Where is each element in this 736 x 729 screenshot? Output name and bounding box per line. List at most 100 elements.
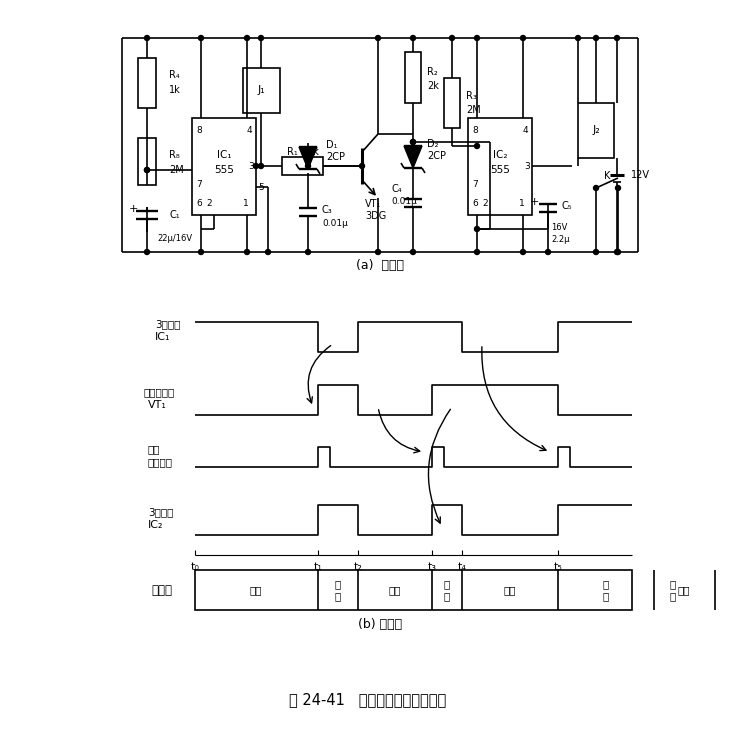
Circle shape xyxy=(475,144,479,149)
Text: 12V: 12V xyxy=(631,170,650,180)
Circle shape xyxy=(520,36,526,41)
Text: 1: 1 xyxy=(243,198,249,208)
Circle shape xyxy=(266,249,271,254)
Circle shape xyxy=(615,185,620,190)
Circle shape xyxy=(411,139,416,144)
Text: 触发脉冲: 触发脉冲 xyxy=(148,457,173,467)
Circle shape xyxy=(520,249,526,254)
Text: 集电极波形: 集电极波形 xyxy=(143,387,174,397)
Text: IC₁: IC₁ xyxy=(216,150,231,160)
Circle shape xyxy=(615,249,620,254)
Bar xyxy=(138,58,156,108)
Text: 3DG: 3DG xyxy=(365,211,386,221)
Text: K: K xyxy=(604,171,610,181)
Circle shape xyxy=(199,249,203,254)
Text: 停
止: 停 止 xyxy=(670,580,676,601)
Text: 22μ/16V: 22μ/16V xyxy=(157,233,192,243)
Circle shape xyxy=(144,36,149,41)
Polygon shape xyxy=(404,146,422,168)
Text: 1k: 1k xyxy=(169,85,181,95)
Circle shape xyxy=(258,163,263,168)
Bar xyxy=(243,68,280,113)
Text: 反转: 反转 xyxy=(389,585,401,595)
Text: 2M: 2M xyxy=(466,105,481,115)
Bar xyxy=(138,138,156,185)
Bar xyxy=(444,78,460,128)
Circle shape xyxy=(244,249,250,254)
Text: R₂: R₂ xyxy=(427,67,438,77)
Text: 0.01μ: 0.01μ xyxy=(322,219,348,227)
Circle shape xyxy=(411,139,416,144)
Circle shape xyxy=(244,36,250,41)
Text: t₃: t₃ xyxy=(428,562,436,572)
Text: C₃: C₃ xyxy=(322,205,333,215)
Text: t₂: t₂ xyxy=(353,562,362,572)
Text: IC₁: IC₁ xyxy=(155,332,171,342)
Circle shape xyxy=(144,168,149,173)
Text: C₄: C₄ xyxy=(391,184,402,194)
Text: J₁: J₁ xyxy=(257,85,265,95)
Text: 2CP: 2CP xyxy=(326,152,345,162)
Text: t₅: t₅ xyxy=(553,562,562,572)
Circle shape xyxy=(411,249,416,254)
Text: 0.01μ: 0.01μ xyxy=(391,197,417,206)
Bar xyxy=(192,118,256,215)
Circle shape xyxy=(545,249,551,254)
Text: 2: 2 xyxy=(206,198,212,208)
Text: 2.2μ: 2.2μ xyxy=(551,235,570,243)
Text: 反转: 反转 xyxy=(678,585,690,595)
Text: 波形: 波形 xyxy=(148,444,160,454)
Text: (b) 波形图: (b) 波形图 xyxy=(358,618,402,631)
Text: 8: 8 xyxy=(472,125,478,134)
Text: 7: 7 xyxy=(472,179,478,189)
Circle shape xyxy=(359,163,364,168)
Text: 电动机: 电动机 xyxy=(152,583,172,596)
Text: 8: 8 xyxy=(196,125,202,134)
Text: 16V: 16V xyxy=(551,222,567,232)
Text: 6: 6 xyxy=(472,198,478,208)
Circle shape xyxy=(475,227,479,232)
Text: 停
止: 停 止 xyxy=(603,580,609,601)
Text: R₄: R₄ xyxy=(169,70,180,80)
Text: 3: 3 xyxy=(524,162,530,171)
Text: t₁: t₁ xyxy=(314,562,322,572)
Circle shape xyxy=(615,249,620,254)
Circle shape xyxy=(450,36,455,41)
Text: 2: 2 xyxy=(482,198,488,208)
Circle shape xyxy=(375,36,381,41)
Text: 5: 5 xyxy=(258,182,264,192)
Bar xyxy=(578,103,614,158)
Text: D₁: D₁ xyxy=(326,140,338,150)
Circle shape xyxy=(305,249,311,254)
Text: 3脚波形: 3脚波形 xyxy=(148,507,174,517)
Circle shape xyxy=(144,168,149,173)
Text: 图 24-41   电机正反转控制器电路: 图 24-41 电机正反转控制器电路 xyxy=(289,693,447,708)
Text: R₁ 12k: R₁ 12k xyxy=(287,147,319,157)
Circle shape xyxy=(199,36,203,41)
Text: 正转: 正转 xyxy=(503,585,516,595)
Text: 3脚波形: 3脚波形 xyxy=(155,319,180,329)
Text: D₂: D₂ xyxy=(427,139,439,149)
Text: IC₂: IC₂ xyxy=(148,520,163,530)
Text: +: + xyxy=(128,204,138,214)
Text: 555: 555 xyxy=(214,165,234,175)
Circle shape xyxy=(253,163,258,168)
Text: 7: 7 xyxy=(196,179,202,189)
Text: IC₂: IC₂ xyxy=(492,150,507,160)
Circle shape xyxy=(475,36,479,41)
Circle shape xyxy=(593,36,598,41)
Text: J₂: J₂ xyxy=(592,125,600,135)
Text: t₀: t₀ xyxy=(191,562,199,572)
Text: 停
止: 停 止 xyxy=(335,580,341,601)
Text: 4: 4 xyxy=(522,125,528,134)
Text: +: + xyxy=(529,197,539,207)
Circle shape xyxy=(475,249,479,254)
Bar xyxy=(195,570,632,610)
Text: 2k: 2k xyxy=(427,81,439,91)
Circle shape xyxy=(411,36,416,41)
Text: 6: 6 xyxy=(196,198,202,208)
Text: R₈: R₈ xyxy=(169,150,180,160)
Circle shape xyxy=(615,36,620,41)
Circle shape xyxy=(593,249,598,254)
Circle shape xyxy=(258,36,263,41)
